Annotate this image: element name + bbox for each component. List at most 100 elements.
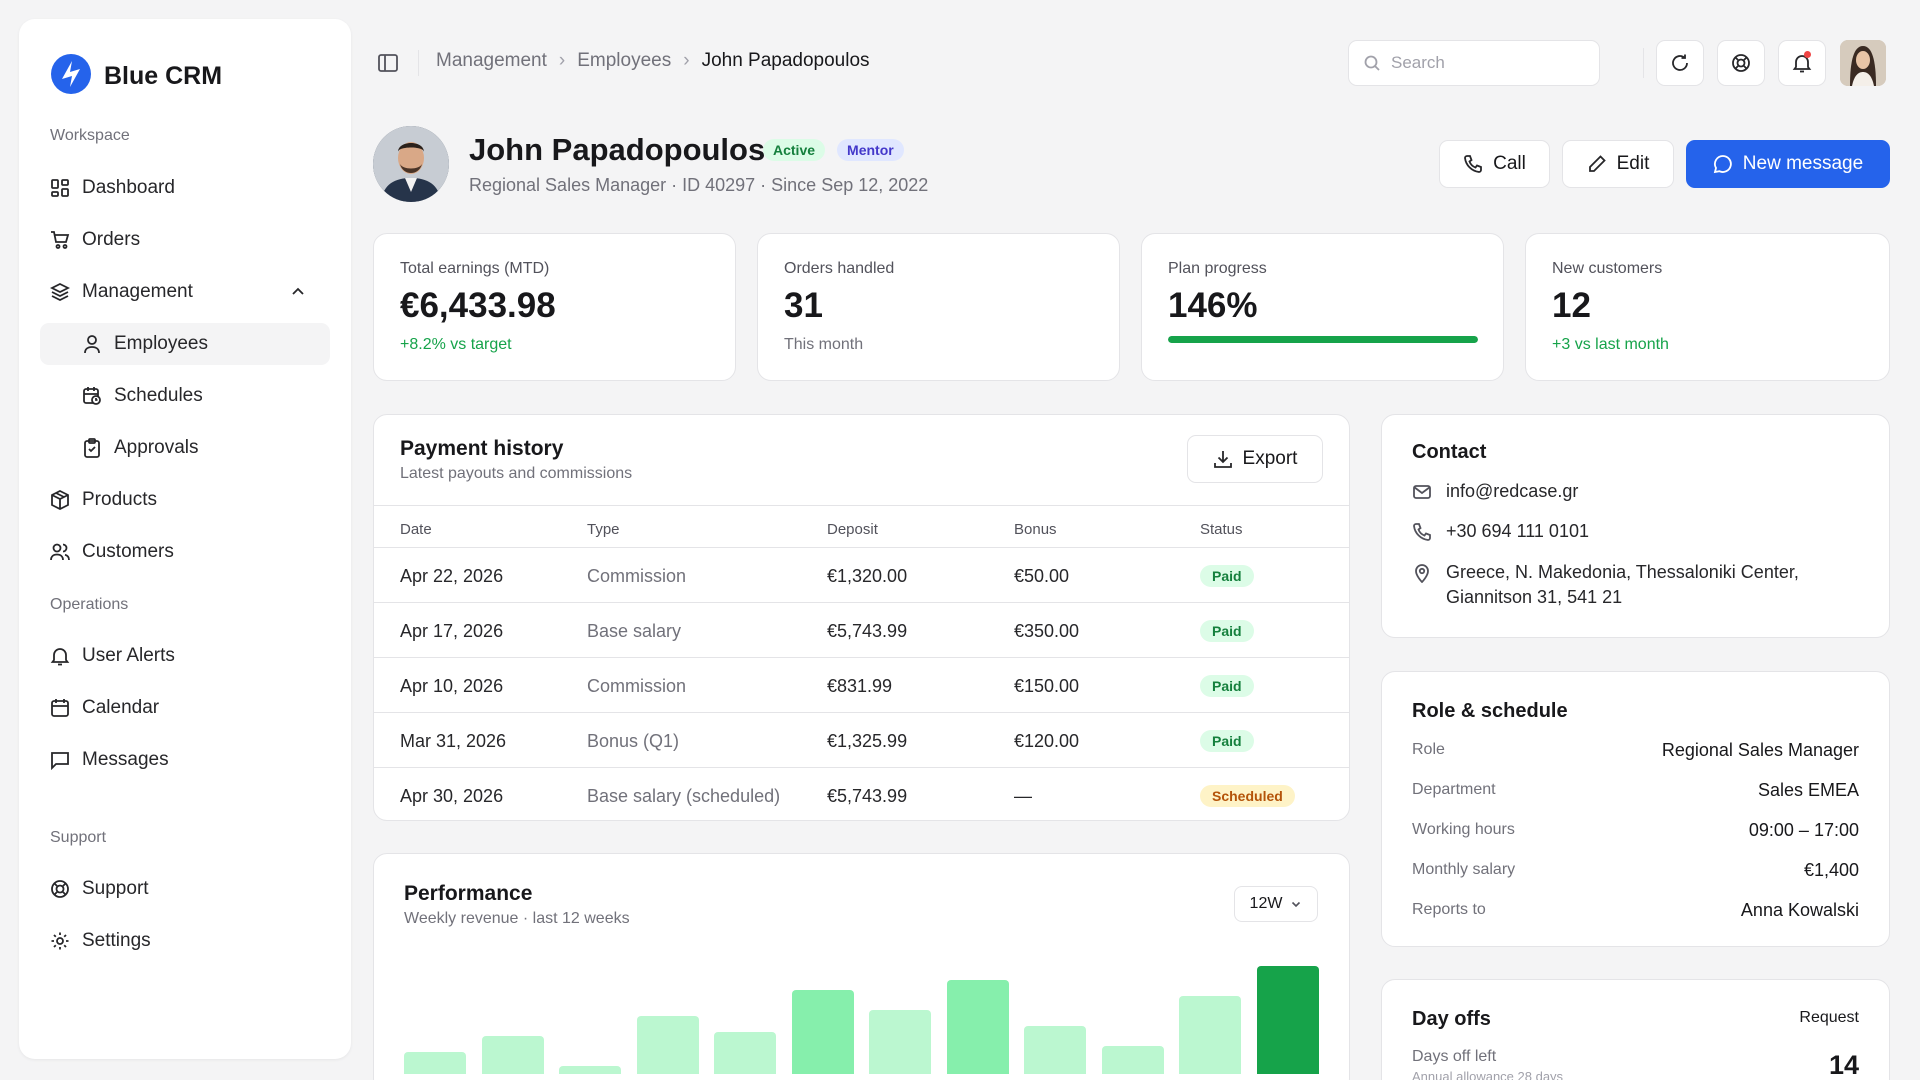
payment-history-title: Payment history bbox=[400, 437, 564, 460]
chart-bar[interactable] bbox=[404, 1052, 466, 1074]
monthly-salary-value: €1,400 bbox=[1803, 860, 1859, 880]
range-select-value: 12W bbox=[1249, 895, 1283, 912]
layers-icon bbox=[50, 282, 70, 302]
new-message-label: New message bbox=[1742, 153, 1864, 174]
cell-date: Apr 10, 2026 bbox=[400, 676, 504, 696]
role-key: Role bbox=[1412, 741, 1445, 758]
chart-bar[interactable] bbox=[869, 1010, 931, 1074]
sidebar-item-support[interactable]: Support bbox=[40, 868, 330, 910]
phone-icon bbox=[1413, 523, 1431, 541]
day-offs-card: Day offs Request Days off left Annual al… bbox=[1381, 979, 1890, 1080]
cell-type: Commission bbox=[587, 676, 687, 696]
calendar-clock-icon bbox=[83, 387, 101, 405]
chart-bar[interactable] bbox=[559, 1066, 621, 1074]
cell-deposit: €831.99 bbox=[827, 676, 893, 696]
chart-bar[interactable] bbox=[791, 990, 854, 1074]
sidebar-item-customers[interactable]: Customers bbox=[40, 531, 330, 573]
sidebar-item-schedules[interactable]: Schedules bbox=[40, 375, 330, 417]
chart-bar[interactable] bbox=[481, 1036, 544, 1074]
notifications-button[interactable] bbox=[1778, 40, 1826, 86]
sidebar-item-messages[interactable]: Messages bbox=[40, 739, 330, 781]
sidebar-item-calendar[interactable]: Calendar bbox=[40, 687, 330, 729]
range-select[interactable]: 12W bbox=[1234, 886, 1318, 922]
working-hours-key: Working hours bbox=[1412, 821, 1515, 838]
nav-section-support: Support bbox=[50, 829, 107, 846]
breadcrumb-management[interactable]: Management bbox=[436, 50, 547, 71]
cell-bonus: €120.00 bbox=[1014, 731, 1080, 751]
sidebar-item-employees[interactable]: Employees bbox=[40, 323, 330, 365]
column-header-bonus[interactable]: Bonus bbox=[1014, 521, 1057, 538]
table-row[interactable]: Apr 17, 2026 Base salary €5,743.99 €350.… bbox=[374, 602, 1349, 657]
column-header-type[interactable]: Type bbox=[587, 521, 620, 538]
calendar-icon bbox=[51, 699, 69, 717]
phone-icon bbox=[1464, 155, 1483, 173]
sidebar-toggle-icon[interactable] bbox=[376, 51, 400, 80]
edit-button[interactable]: Edit bbox=[1562, 140, 1674, 188]
chart-bar[interactable] bbox=[1024, 1026, 1086, 1074]
day-offs-title: Day offs bbox=[1412, 1008, 1491, 1030]
sidebar-item-label: Approvals bbox=[114, 437, 199, 458]
cell-type: Commission bbox=[587, 566, 687, 586]
sidebar-item-products[interactable]: Products bbox=[40, 479, 330, 521]
contact-address-line1: Greece, N. Makedonia, Thessaloniki Cente… bbox=[1446, 562, 1799, 582]
stat-sub: This month bbox=[784, 336, 864, 353]
table-row[interactable]: Apr 10, 2026 Commission €831.99 €150.00 … bbox=[374, 657, 1349, 712]
contact-card: Contact info@redcase.gr +30 694 111 0101… bbox=[1381, 414, 1890, 638]
chevron-up-icon[interactable] bbox=[290, 284, 306, 300]
refresh-button[interactable] bbox=[1656, 40, 1704, 86]
monthly-salary-key: Monthly salary bbox=[1412, 861, 1516, 878]
chart-bar[interactable] bbox=[1256, 966, 1319, 1074]
breadcrumb-employees[interactable]: Employees bbox=[577, 50, 672, 71]
sidebar-item-orders[interactable]: Orders bbox=[40, 219, 330, 261]
sidebar-item-dashboard[interactable]: Dashboard bbox=[40, 167, 330, 209]
column-header-deposit[interactable]: Deposit bbox=[827, 521, 878, 538]
search-input[interactable]: Search bbox=[1348, 40, 1600, 86]
table-row[interactable]: Apr 30, 2026 Base salary (scheduled) €5,… bbox=[374, 767, 1349, 820]
stat-card-earnings: Total earnings (MTD) €6,433.98 +8.2% vs … bbox=[373, 233, 736, 381]
call-button[interactable]: Call bbox=[1439, 140, 1550, 188]
new-message-button[interactable]: New message bbox=[1686, 140, 1890, 188]
nav-section-operations: Operations bbox=[50, 596, 129, 613]
table-row[interactable]: Mar 31, 2026 Bonus (Q1) €1,325.99 €120.0… bbox=[374, 712, 1349, 767]
chart-bar[interactable] bbox=[636, 1016, 699, 1074]
sidebar-item-approvals[interactable]: Approvals bbox=[40, 427, 330, 469]
contact-email[interactable]: info@redcase.gr bbox=[1412, 479, 1578, 504]
plan-progress-bar bbox=[1168, 336, 1478, 343]
status-badge: Paid bbox=[1200, 565, 1254, 587]
life-buoy-icon bbox=[51, 880, 69, 898]
message-square-icon bbox=[51, 752, 69, 770]
column-header-date[interactable]: Date bbox=[400, 521, 432, 538]
role-badge-mentor: Mentor bbox=[837, 139, 904, 161]
cell-deposit: €1,320.00 bbox=[827, 566, 908, 586]
contact-phone[interactable]: +30 694 111 0101 bbox=[1412, 519, 1589, 544]
stat-sub: +8.2% vs target bbox=[400, 336, 512, 353]
table-row[interactable]: Apr 22, 2026 Commission €1,320.00 €50.00… bbox=[374, 547, 1349, 602]
column-header-status[interactable]: Status bbox=[1200, 521, 1243, 538]
brand[interactable]: Blue CRM bbox=[50, 53, 222, 100]
stat-card-plan-progress: Plan progress 146% bbox=[1141, 233, 1504, 381]
stat-card-new-customers: New customers 12 +3 vs last month bbox=[1525, 233, 1890, 381]
chart-bar[interactable] bbox=[946, 980, 1009, 1074]
request-day-off-link[interactable]: Request bbox=[1799, 1009, 1859, 1026]
brand-name: Blue CRM bbox=[104, 62, 223, 90]
export-button[interactable]: Export bbox=[1187, 435, 1323, 483]
chart-bar[interactable] bbox=[714, 1032, 776, 1074]
chart-bar[interactable] bbox=[1179, 996, 1241, 1074]
sidebar-item-settings[interactable]: Settings bbox=[40, 920, 330, 962]
topbar: Management › Employees › John Papadopoul… bbox=[376, 40, 1888, 86]
reports-to-value: Anna Kowalski bbox=[1740, 900, 1859, 920]
help-button[interactable] bbox=[1717, 40, 1765, 86]
stat-label: New customers bbox=[1552, 260, 1663, 277]
payment-history-subtitle: Latest payouts and commissions bbox=[400, 465, 633, 482]
chevron-right-icon: › bbox=[558, 50, 566, 71]
chart-bar[interactable] bbox=[1101, 1046, 1164, 1074]
status-badge: Paid bbox=[1200, 730, 1254, 752]
dashboard-icon bbox=[51, 179, 69, 197]
contact-email-value: info@redcase.gr bbox=[1446, 481, 1579, 501]
sidebar-item-management[interactable]: Management bbox=[40, 271, 330, 313]
stat-value: €6,433.98 bbox=[400, 286, 556, 325]
user-avatar[interactable] bbox=[1840, 40, 1886, 86]
performance-subtitle: Weekly revenue · last 12 weeks bbox=[404, 910, 630, 927]
contact-address: Greece, N. Makedonia, Thessaloniki Cente… bbox=[1412, 560, 1799, 610]
sidebar-item-user-alerts[interactable]: User Alerts bbox=[40, 635, 330, 677]
